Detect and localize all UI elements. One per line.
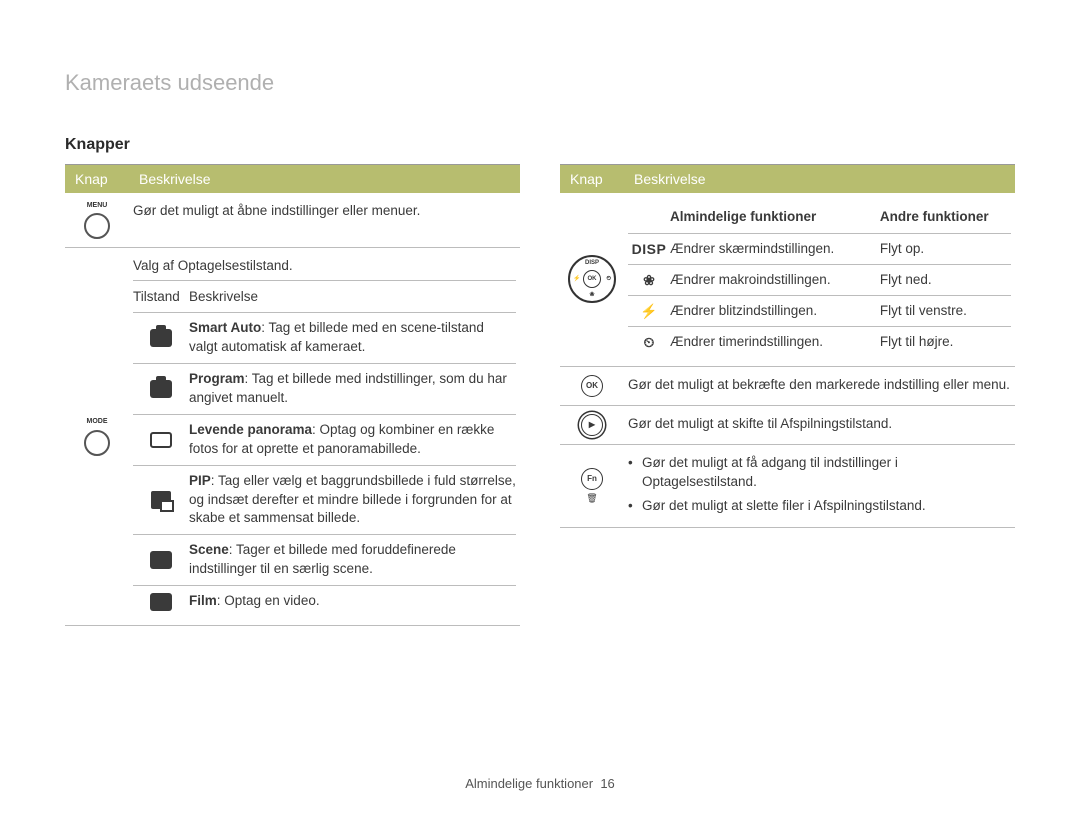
th-knap: Knap [75,171,139,187]
th-beskrivelse-r: Beskrivelse [634,171,1005,187]
disp-icon: DISP [632,239,667,259]
mode5-bold: Film [189,593,217,608]
nav-dial-icon: DISP ❀ ⚡ ⏲ OK [568,255,616,303]
section-title: Knapper [65,136,1015,154]
table-header-left: Knap Beskrivelse [65,164,520,193]
mode4-text: : Tager et billede med foruddefinerede i… [189,542,456,576]
mode-sh-beskrivelse: Beskrivelse [189,287,516,307]
row-navdial: DISP ❀ ⚡ ⏲ OK Almindelige funktioner And… [560,193,1015,367]
func-row-timer: ⏲ Ændrer timerindstillingen. Flyt til hø… [628,327,1011,357]
th-knap-r: Knap [570,171,634,187]
func-h-other: Andre funktioner [880,207,1011,227]
mode-desc-cell: Valg af Optagelsestilstand. Tilstand Bes… [129,248,520,625]
program-icon [150,380,172,398]
mode2-bold: Levende panorama [189,422,312,437]
panorama-icon [150,432,172,448]
row-play: ▶ Gør det muligt at skifte til Afspilnin… [560,406,1015,445]
macro-icon: ❀ [643,270,655,290]
mode-button-cell: MODE [65,248,129,625]
mode-subheader: Tilstand Beskrivelse [133,280,516,314]
mode-sh-tilstand: Tilstand [133,287,189,307]
mode3-bold: PIP [189,473,211,488]
timer-icon: ⏲ [644,332,655,352]
mode-row-smartauto: Smart Auto: Tag et billede med en scene-… [133,313,516,364]
mode1-bold: Program [189,371,245,386]
mode-button-icon [84,430,110,456]
footer-text: Almindelige funktioner [465,776,593,791]
mode4-bold: Scene [189,542,229,557]
th-beskrivelse: Beskrivelse [139,171,510,187]
flash-icon: ⚡ [640,301,657,321]
ok-button-icon: OK [581,375,603,397]
func1-other: Flyt ned. [880,270,1011,290]
func-row-disp: DISP Ændrer skærmindstillingen. Flyt op. [628,234,1011,265]
func3-other: Flyt til højre. [880,332,1011,352]
func2-other: Flyt til venstre. [880,301,1011,321]
pip-icon [151,491,171,509]
func-h-main: Almindelige funktioner [670,207,880,227]
menu-button-icon [84,213,110,239]
func-row-flash: ⚡ Ændrer blitzindstillingen. Flyt til ve… [628,296,1011,327]
func3-main: Ændrer timerindstillingen. [670,332,880,352]
row-menu: MENU Gør det muligt at åbne indstillinge… [65,193,520,248]
mode-row-scene: Scene: Tager et billede med foruddefiner… [133,535,516,586]
play-desc: Gør det muligt at skifte til Afspilnings… [624,406,1015,444]
fn-bullet-1: Gør det muligt at slette filer i Afspiln… [628,496,1011,516]
fn-bullet-0: Gør det muligt at få adgang til indstill… [628,453,1011,492]
row-ok: OK Gør det muligt at bekræfte den marker… [560,367,1015,406]
row-fn: Fn 🗑 Gør det muligt at få adgang til ind… [560,445,1015,529]
func1-main: Ændrer makroindstillingen. [670,270,880,290]
right-column: Knap Beskrivelse DISP ❀ ⚡ ⏲ OK Almindeli… [560,164,1015,626]
func0-main: Ændrer skærmindstillingen. [670,239,880,259]
ok-desc: Gør det muligt at bekræfte den markerede… [624,367,1015,405]
fn-button-icon: Fn [581,468,603,490]
func-row-macro: ❀ Ændrer makroindstillingen. Flyt ned. [628,265,1011,296]
page-footer: Almindelige funktioner 16 [0,776,1080,791]
mode-row-film: Film: Optag en video. [133,586,516,617]
func0-other: Flyt op. [880,239,1011,259]
mode-label: MODE [87,417,108,427]
row-mode: MODE Valg af Optagelsestilstand. Tilstan… [65,248,520,626]
left-column: Knap Beskrivelse MENU Gør det muligt at … [65,164,520,626]
two-column-layout: Knap Beskrivelse MENU Gør det muligt at … [65,164,1015,626]
play-button-icon: ▶ [581,414,603,436]
func-header: Almindelige funktioner Andre funktioner [628,201,1011,234]
fn-desc: Gør det muligt at få adgang til indstill… [624,445,1015,528]
navdial-cell: DISP ❀ ⚡ ⏲ OK [560,193,624,366]
menu-desc: Gør det muligt at åbne indstillinger ell… [129,193,520,247]
navdial-desc: Almindelige funktioner Andre funktioner … [624,193,1015,366]
mode-row-pip: PIP: Tag eller vælg et baggrundsbillede … [133,466,516,536]
table-header-right: Knap Beskrivelse [560,164,1015,193]
trash-icon: 🗑 [586,492,597,505]
footer-page: 16 [600,776,614,791]
scene-icon [150,551,172,569]
mode0-bold: Smart Auto [189,320,261,335]
film-icon [150,593,172,611]
mode-row-panorama: Levende panorama: Optag og kombiner en r… [133,415,516,466]
mode3-text: : Tag eller vælg et baggrundsbillede i f… [189,473,516,526]
mode5-text: : Optag en video. [217,593,320,608]
menu-label: MENU [87,201,108,211]
mode-intro: Valg af Optagelsestilstand. [133,256,516,276]
func2-main: Ændrer blitzindstillingen. [670,301,880,321]
mode-row-program: Program: Tag et billede med indstillinge… [133,364,516,415]
smartauto-icon [150,329,172,347]
page-title: Kameraets udseende [65,70,1015,96]
menu-button-cell: MENU [65,193,129,247]
